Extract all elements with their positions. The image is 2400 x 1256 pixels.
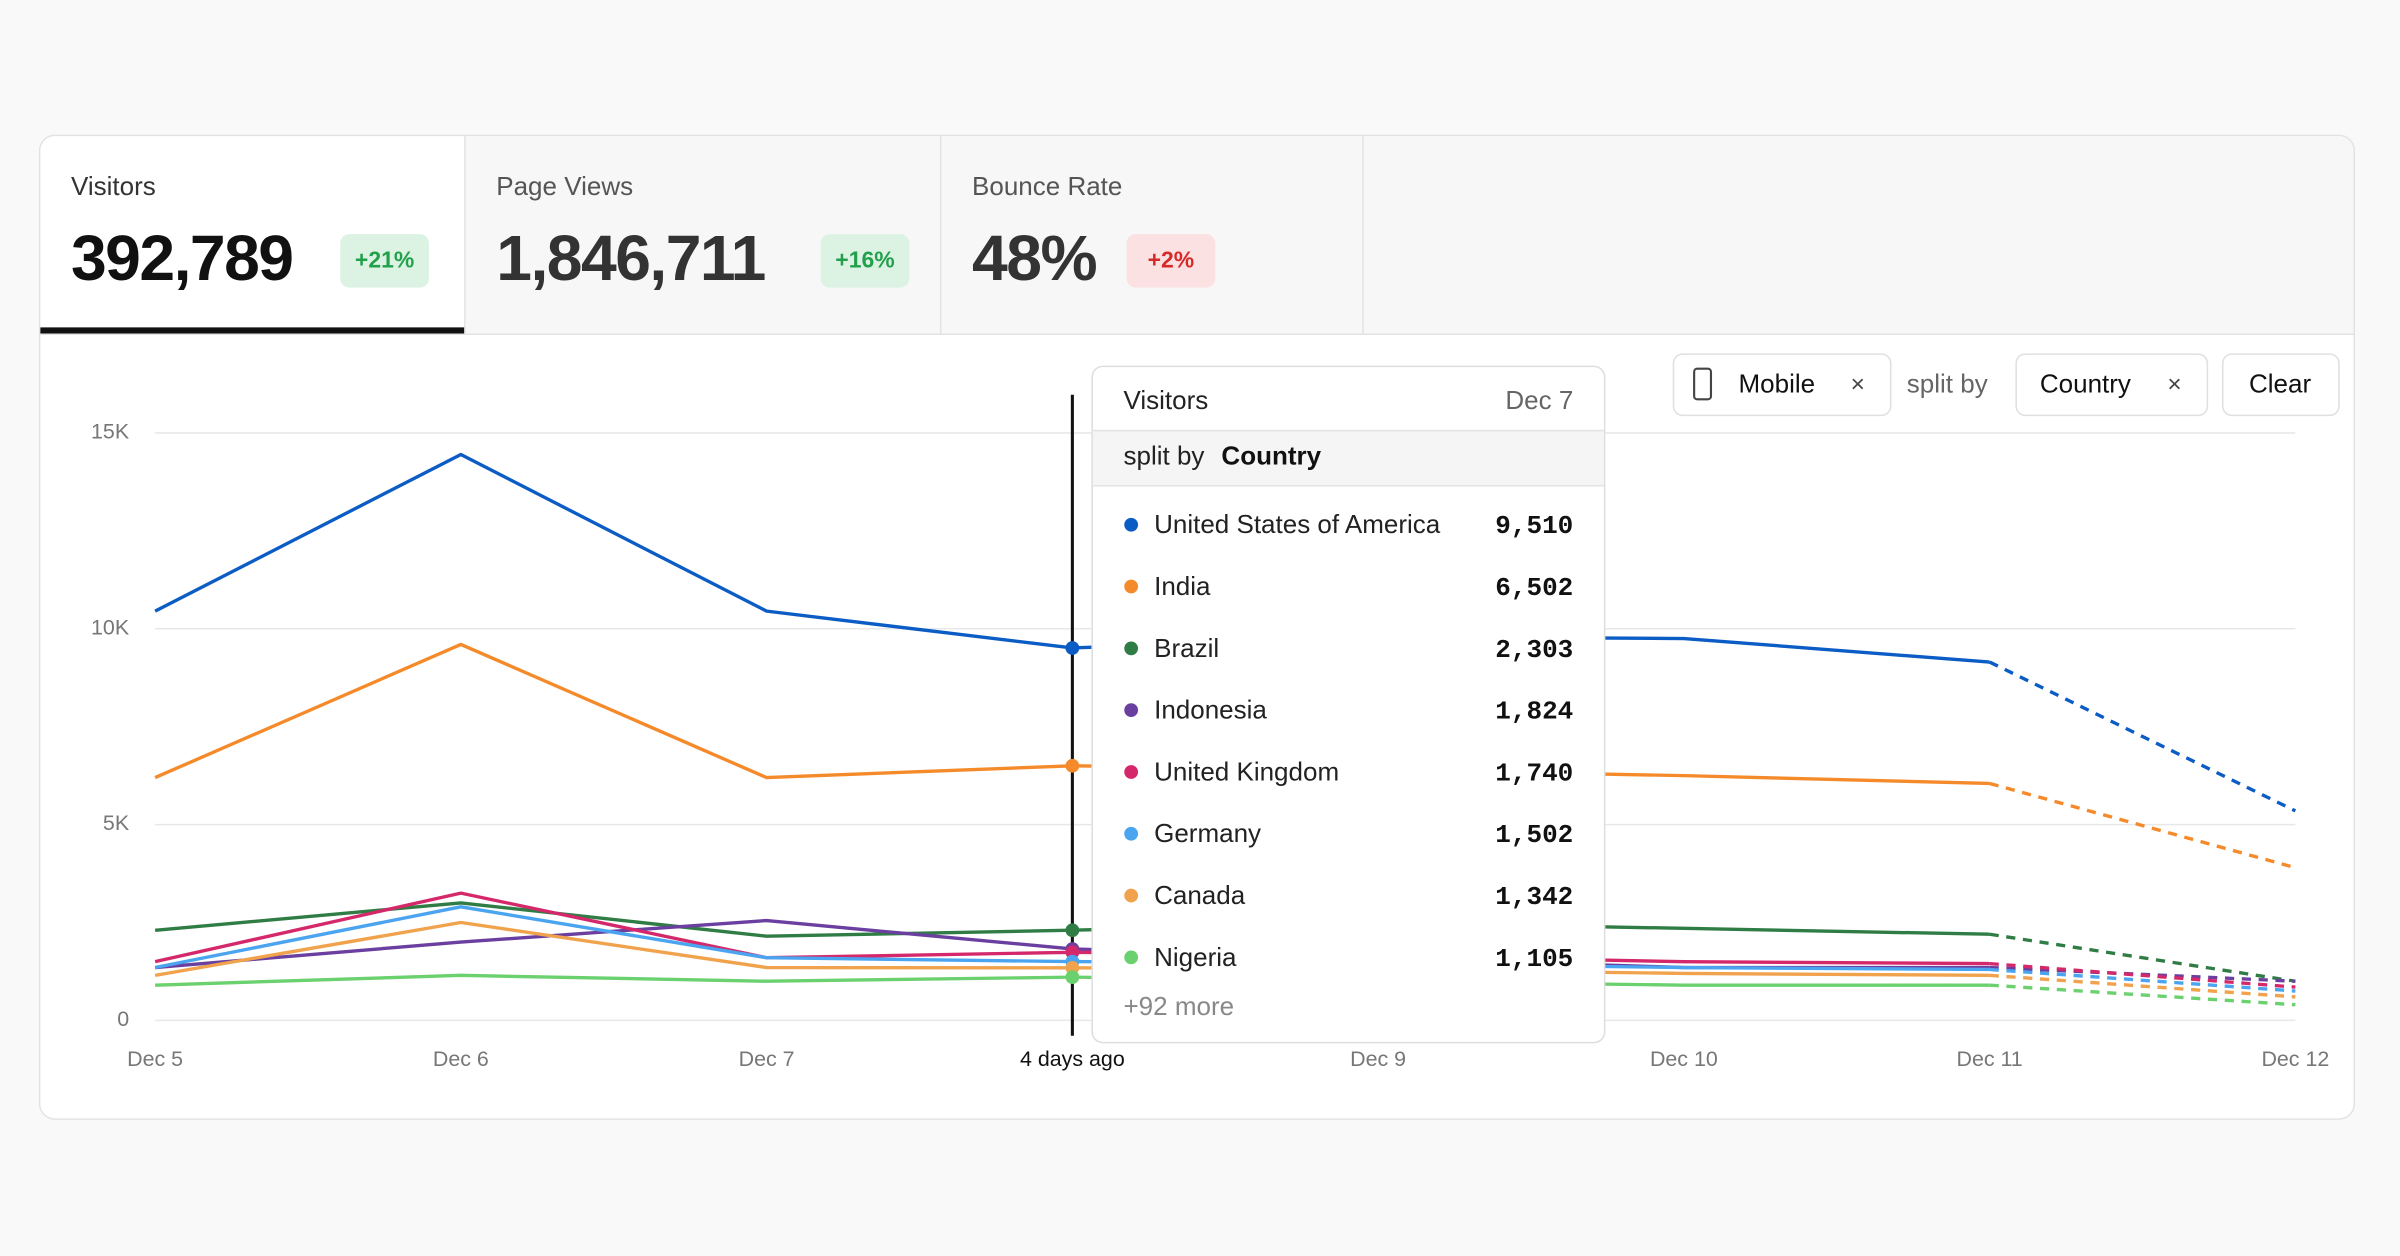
forecast-line	[1989, 932, 2296, 983]
split-label: split by	[1907, 368, 1988, 398]
legend-dot	[1124, 517, 1139, 532]
legend-dot	[1124, 950, 1139, 965]
x-tick-label: Dec 7	[739, 1047, 795, 1071]
forecast-line	[1989, 983, 2296, 1007]
phone-icon	[1693, 367, 1713, 401]
clear-button[interactable]: Clear	[2221, 353, 2340, 417]
button[interactable]	[2221, 353, 2340, 417]
delta-text: +21%	[355, 247, 414, 273]
x-tick-label: Dec 6	[433, 1047, 489, 1071]
hover-point	[1065, 641, 1080, 655]
y-tick-label: 5K	[103, 811, 130, 835]
delta-badge	[340, 234, 429, 288]
delta-text: +16%	[835, 247, 894, 273]
tooltip-date: Dec 7	[1505, 385, 1573, 415]
tooltip-split-value: Country	[1221, 440, 1321, 470]
chip-label: Country	[2040, 368, 2131, 398]
legend-value: 1,502	[1495, 820, 1573, 850]
metric-value: 392,789	[71, 222, 293, 294]
x-tick-label: Dec 5	[127, 1047, 183, 1071]
forecast-line	[1989, 961, 2296, 989]
x-tick-label: Dec 11	[1956, 1047, 2022, 1071]
forecast-line	[1989, 967, 2296, 993]
legend-name: United Kingdom	[1154, 756, 1339, 786]
forecast-line	[1989, 973, 2296, 999]
legend-name: United States of America	[1154, 509, 1441, 539]
tab-strip	[464, 136, 2354, 334]
chip-label: Mobile	[1739, 368, 1816, 398]
legend-name: Canada	[1154, 880, 1246, 910]
active-tab-indicator	[40, 327, 465, 334]
legend-dot	[1124, 703, 1139, 718]
hover-point	[1065, 758, 1080, 773]
metric-label: Visitors	[71, 171, 156, 201]
legend-dot	[1124, 826, 1139, 841]
hover-point	[1065, 970, 1080, 985]
x-tick-label: Dec 12	[2261, 1047, 2329, 1071]
x-tick-label: 4 days ago	[1020, 1047, 1125, 1071]
legend-value: 1,105	[1495, 944, 1573, 974]
legend-value: 9,510	[1495, 511, 1573, 541]
metric-value: 48%	[972, 222, 1096, 294]
hover-point	[1065, 923, 1080, 938]
metric-value: 1,846,711	[496, 222, 765, 294]
delta-badge	[820, 234, 910, 288]
legend-value: 2,303	[1495, 635, 1573, 665]
legend-name: Germany	[1154, 818, 1261, 848]
legend-dot	[1124, 641, 1139, 656]
legend-dot	[1124, 765, 1139, 779]
y-tick-label: 0	[117, 1007, 129, 1031]
legend-name: Brazil	[1154, 633, 1219, 663]
legend-value: 6,502	[1495, 573, 1573, 603]
tooltip-box	[1091, 365, 1606, 1044]
legend-value: 1,740	[1495, 758, 1573, 788]
chip[interactable]	[1672, 353, 1892, 417]
tooltip-title: Visitors	[1124, 385, 1209, 415]
y-tick-label: 10K	[91, 615, 130, 639]
chart: 0 5K 10K 15K Dec 5 Dec 6 Dec 7 4 days ago Dec 9 D…	[91, 394, 2329, 1071]
forecast-line	[1989, 781, 2296, 870]
legend-name: Indonesia	[1154, 695, 1267, 725]
x-tick-label: Dec 9	[1350, 1047, 1406, 1071]
legend-dot	[1124, 579, 1139, 594]
remove-icon[interactable]: ×	[1851, 371, 1865, 398]
legend-value: 1,824	[1495, 697, 1573, 727]
filter-device[interactable]: Mobile ×	[1672, 353, 1892, 417]
legend-value: 1,342	[1495, 882, 1573, 912]
remove-icon[interactable]: ×	[2167, 371, 2181, 398]
legend-name: Nigeria	[1154, 942, 1237, 972]
button-label[interactable]: Clear	[2249, 368, 2311, 398]
y-tick-label: 15K	[91, 420, 130, 444]
tooltip-band	[1092, 429, 1604, 485]
legend-dot	[1124, 888, 1139, 903]
delta-text: +2%	[1148, 247, 1195, 273]
tooltip: Visitors Dec 7 split by Country +92 more…	[1091, 365, 1606, 1044]
tooltip-more: +92 more	[1124, 991, 1235, 1021]
x-tick-label: Dec 10	[1650, 1047, 1718, 1071]
metric-label: Page Views	[496, 171, 633, 201]
chip[interactable]	[2015, 353, 2209, 417]
forecast-line	[1988, 660, 2297, 813]
delta-badge	[1126, 234, 1216, 288]
tooltip-split-label: split by	[1124, 440, 1205, 470]
filter-split[interactable]: Country ×	[2015, 353, 2209, 417]
legend-name: India	[1154, 571, 1211, 601]
metric-label: Bounce Rate	[972, 171, 1122, 201]
metrics: Visitors 392,789 +21% Page Views 1,846,711 +1…	[71, 171, 1216, 294]
